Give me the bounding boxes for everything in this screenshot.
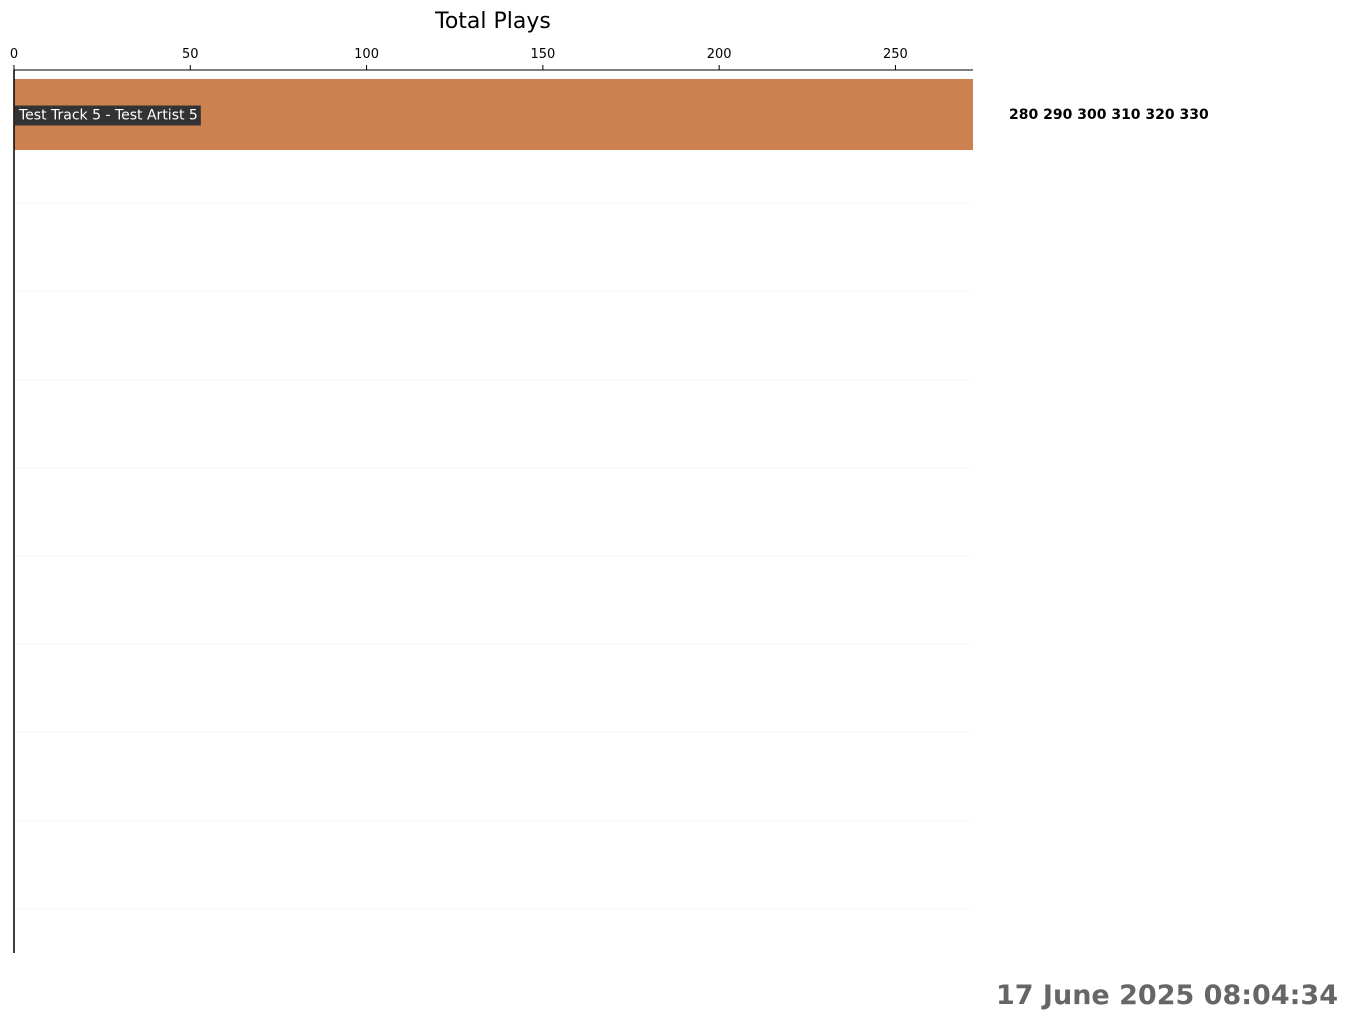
x-tick-label: 50 — [182, 47, 199, 62]
value-label: 320 — [1141, 107, 1175, 123]
x-tick-label: 0 — [10, 47, 18, 62]
x-tick-label: 150 — [530, 47, 555, 62]
bar-label-background — [15, 105, 201, 126]
chart-title: Total Plays — [434, 9, 551, 34]
bar-labels: Test Track 5 - Test Artist 5 — [15, 105, 201, 126]
value-label: 310 — [1106, 107, 1140, 123]
value-label: 330 — [1175, 107, 1209, 123]
value-label-group: 280 290 300 310 320 330 — [1009, 107, 1209, 123]
value-label: 290 — [1038, 107, 1072, 123]
axes: 0 50 100 150 200 250 — [10, 47, 973, 953]
x-tick-label: 100 — [354, 47, 379, 62]
x-tick-label: 250 — [883, 47, 908, 62]
bar-label: Test Track 5 - Test Artist 5 — [15, 105, 201, 126]
grid-lines — [14, 202, 973, 910]
bar-label-text: Test Track 5 - Test Artist 5 — [18, 108, 198, 124]
value-label: 300 — [1072, 107, 1106, 123]
timestamp: 17 June 2025 08:04:34 — [996, 980, 1338, 1011]
x-tick-label: 200 — [707, 47, 732, 62]
value-label: 280 — [1009, 107, 1038, 123]
